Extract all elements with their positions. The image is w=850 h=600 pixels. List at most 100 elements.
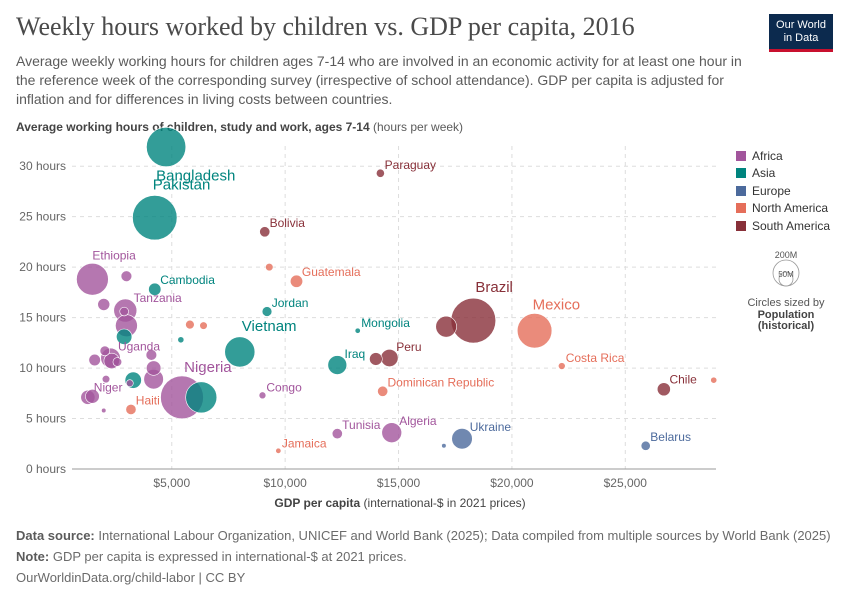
point-mongolia[interactable]	[354, 327, 361, 334]
point-label: Costa Rica	[566, 351, 625, 365]
point-africa-n[interactable]	[85, 389, 100, 404]
point-africa-d[interactable]	[120, 270, 133, 282]
point-bangladesh[interactable]	[146, 127, 187, 167]
point-paraguay[interactable]	[375, 168, 385, 178]
point-africa-i[interactable]	[145, 349, 158, 361]
footer-source-text: International Labour Organization, UNICE…	[98, 528, 831, 543]
point-belarus[interactable]	[640, 440, 651, 451]
legend-item-europe[interactable]: Europe	[736, 182, 830, 200]
size-legend-big-label: 200M	[775, 250, 798, 260]
point-label: Peru	[396, 340, 421, 354]
x-axis-title: GDP per capita (international-$ in 2021 …	[0, 496, 800, 510]
point-jordan[interactable]	[261, 306, 273, 317]
point-africa-c[interactable]	[97, 298, 111, 311]
point-north-america-b[interactable]	[185, 319, 195, 330]
point-europe-a[interactable]	[441, 443, 447, 449]
y-axis-title: Average working hours of children, study…	[16, 120, 463, 134]
legend-item-asia[interactable]: Asia	[736, 165, 830, 183]
point-cambodia[interactable]	[148, 282, 162, 296]
point-africa-j[interactable]	[146, 360, 162, 376]
x-tick-label: $10,000	[263, 476, 307, 490]
y-tick-label: 0 hours	[26, 462, 66, 476]
legend-swatch	[736, 150, 746, 161]
point-north-america-c[interactable]	[199, 321, 208, 330]
legend-swatch	[736, 185, 746, 196]
point-ethiopia[interactable]	[76, 262, 109, 296]
point-africa-e[interactable]	[88, 353, 101, 367]
point-ukraine[interactable]	[451, 428, 473, 450]
point-bolivia[interactable]	[259, 226, 271, 238]
point-congo[interactable]	[258, 391, 267, 400]
point-label: Jordan	[272, 296, 309, 310]
y-axis-title-unit: (hours per week)	[373, 120, 464, 134]
point-label: Iraq	[345, 347, 366, 361]
point-asia-c[interactable]	[185, 381, 218, 414]
legend-item-south-america[interactable]: South America	[736, 217, 830, 235]
point-mexico[interactable]	[516, 313, 553, 349]
point-label: Mongolia	[361, 316, 410, 330]
legend-swatch	[736, 203, 746, 214]
legend-label: Africa	[752, 148, 783, 163]
point-north-america-a[interactable]	[265, 263, 274, 272]
x-axis-title-unit: (international-$ in 2021 prices)	[363, 496, 526, 510]
point-guatemala[interactable]	[289, 274, 304, 288]
point-asia-d[interactable]	[177, 336, 185, 344]
size-legend-small-circle	[778, 271, 794, 287]
point-africa-b[interactable]	[119, 306, 129, 317]
region-legend[interactable]: Africa Asia Europe North America South Ameri…	[736, 147, 830, 235]
chart-subtitle: Average weekly working hours for childre…	[16, 53, 742, 107]
point-algeria[interactable]	[381, 422, 402, 443]
point-label: Jamaica	[282, 436, 327, 450]
y-tick-label: 15 hours	[19, 311, 66, 325]
point-dominican-republic[interactable]	[377, 385, 389, 397]
point-label: Cambodia	[160, 273, 215, 287]
point-jamaica[interactable]	[275, 447, 282, 454]
point-label: Paraguay	[385, 158, 436, 172]
point-north-america-d[interactable]	[710, 376, 718, 384]
point-label: Mexico	[533, 296, 581, 313]
point-label: Bolivia	[270, 216, 306, 230]
size-legend: 200M 50M Circles sized by Population (hi…	[736, 248, 836, 332]
point-label: Haiti	[136, 394, 160, 408]
point-haiti[interactable]	[125, 403, 137, 415]
point-iraq[interactable]	[327, 355, 348, 375]
point-label: Nigeria	[184, 359, 232, 376]
legend-swatch	[736, 220, 746, 231]
point-label: Guatemala	[302, 265, 361, 279]
y-tick-label: 30 hours	[19, 159, 66, 173]
x-axis-title-bold: GDP per capita	[274, 496, 361, 510]
size-legend-caption: Circles sized by	[747, 297, 825, 309]
point-label: Brazil	[475, 279, 513, 296]
point-south-america-b[interactable]	[369, 352, 383, 366]
point-tunisia[interactable]	[331, 428, 343, 440]
point-pakistan[interactable]	[132, 195, 178, 241]
point-africa-l[interactable]	[126, 379, 134, 387]
point-label: Congo	[266, 380, 302, 394]
point-label: Ethiopia	[92, 248, 136, 262]
legend-item-africa[interactable]: Africa	[736, 147, 830, 165]
y-tick-label: 25 hours	[19, 210, 66, 224]
size-legend-variable-sub: (historical)	[757, 320, 815, 332]
point-africa-h[interactable]	[112, 357, 123, 367]
legend-item-north-america[interactable]: North America	[736, 200, 830, 218]
legend-swatch	[736, 168, 746, 179]
y-tick-label: 5 hours	[26, 412, 66, 426]
point-africa-f[interactable]	[99, 345, 111, 357]
x-tick-label: $25,000	[604, 476, 648, 490]
point-vietnam[interactable]	[224, 336, 256, 368]
point-asia-a[interactable]	[116, 328, 133, 345]
point-costa-rica[interactable]	[558, 362, 566, 370]
point-label: Dominican Republic	[387, 375, 494, 389]
point-africa-o[interactable]	[101, 407, 107, 414]
point-brazil[interactable]	[450, 297, 497, 344]
point-label: Chile	[669, 373, 697, 387]
point-africa-m[interactable]	[101, 375, 111, 384]
owid-logo[interactable]: Our World in Data	[769, 14, 833, 52]
point-chile[interactable]	[656, 382, 671, 397]
point-south-america-a[interactable]	[435, 315, 457, 338]
legend-label: Asia	[752, 166, 776, 181]
logo-line-1: Our World	[776, 19, 826, 31]
x-tick-label: $15,000	[377, 476, 421, 490]
footer-url[interactable]: OurWorldinData.org/child-labor | CC BY	[16, 570, 246, 585]
